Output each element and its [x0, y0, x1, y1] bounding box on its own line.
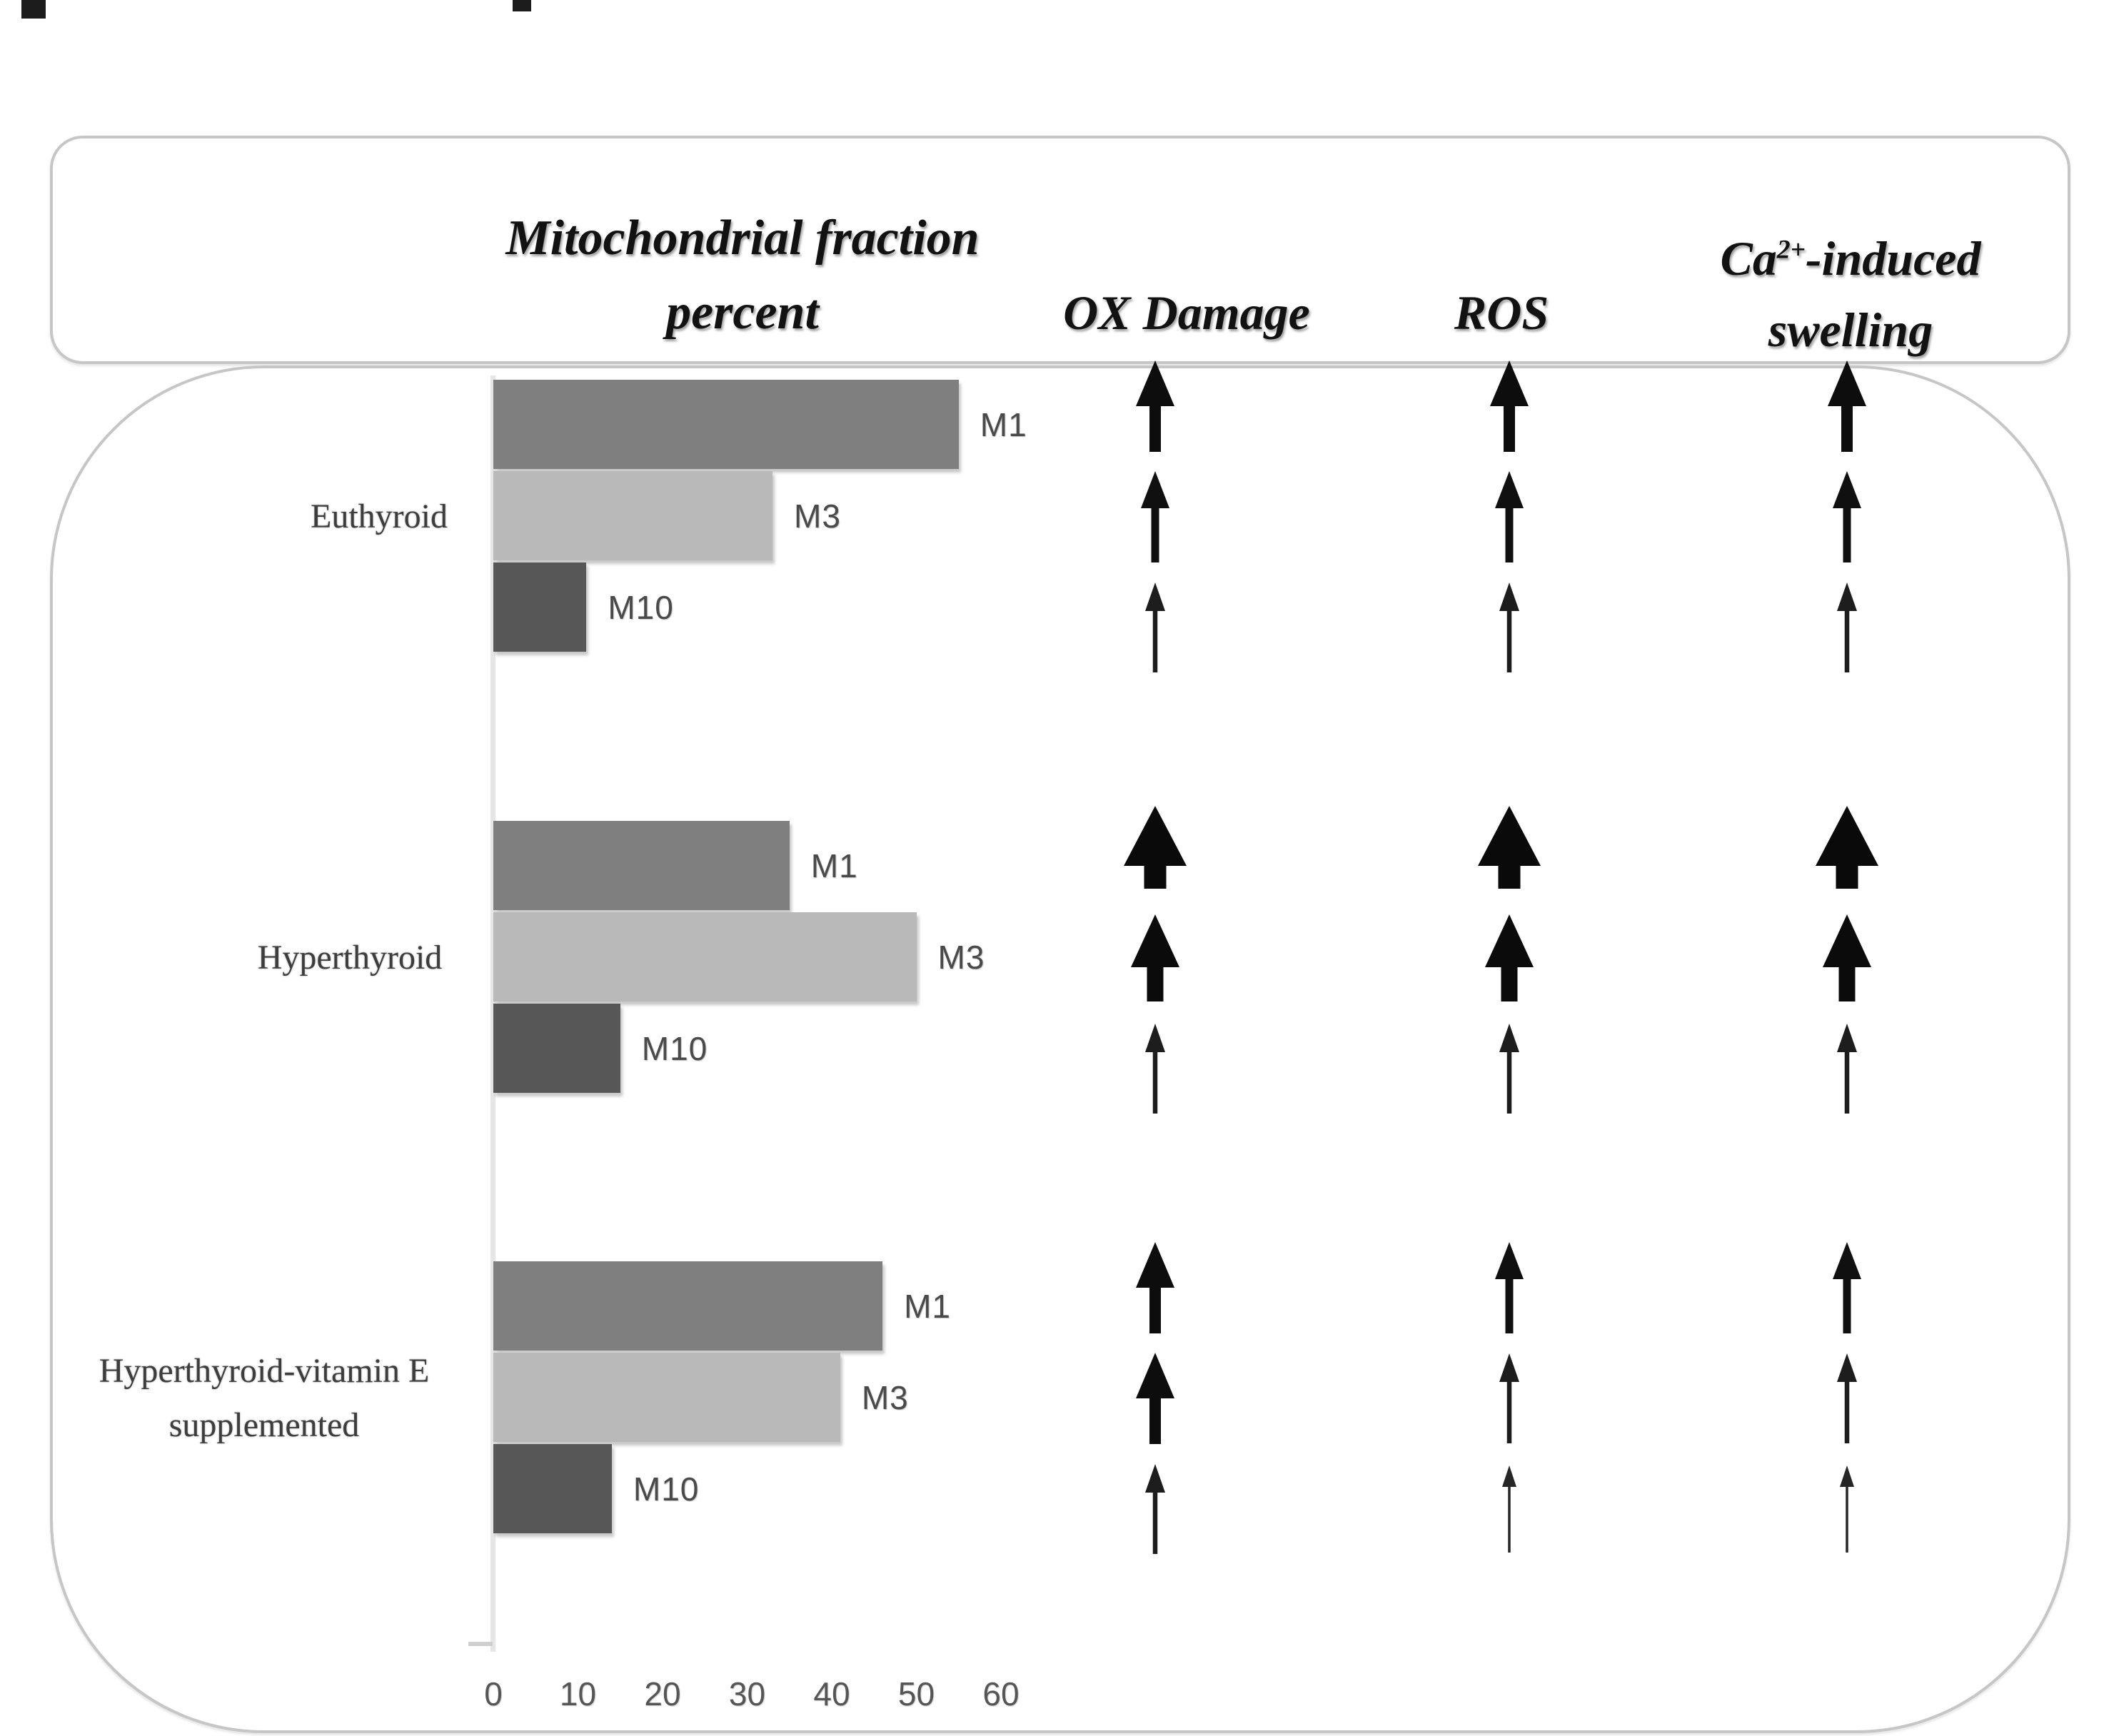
- up-arrow-icon: [1831, 1242, 1863, 1337]
- header-ca-induced-swelling: Ca2+-induced swelling: [1721, 223, 1981, 365]
- header-mito-line1: Mitochondrial fraction: [505, 211, 980, 266]
- header-ca-line1: Ca2+-induced: [1720, 231, 1981, 286]
- x-tick-label: 30: [728, 1675, 766, 1712]
- up-arrow-icon: [1826, 360, 1868, 455]
- bar-m1: [493, 1261, 883, 1351]
- group-label-line: Hyperthyroid-vitamin E: [99, 1352, 430, 1390]
- bar-label: M3: [794, 497, 841, 535]
- group-label-line: Euthyroid: [311, 498, 448, 535]
- cropped-text-artifact: [21, 0, 46, 19]
- bar-label: M1: [810, 847, 858, 884]
- bar-label: M10: [608, 588, 674, 626]
- up-arrow-icon: [1836, 1024, 1858, 1117]
- header-ca-line2: swelling: [1768, 303, 1933, 357]
- up-arrow-icon: [1814, 806, 1880, 892]
- up-arrow-icon: [1484, 914, 1535, 1005]
- up-arrow-icon: [1134, 1242, 1176, 1337]
- up-arrow-icon: [1139, 471, 1171, 566]
- header-ox-damage: OX Damage: [1063, 286, 1310, 340]
- x-tick-label: 40: [813, 1675, 850, 1712]
- bar-m10: [493, 1444, 612, 1533]
- up-arrow-icon: [1836, 1353, 1858, 1447]
- bar-label: M1: [904, 1287, 951, 1325]
- group-label-line: Hyperthyroid: [257, 939, 443, 976]
- up-arrow-icon: [1476, 806, 1542, 892]
- x-tick-label: 20: [644, 1675, 681, 1712]
- x-tick-label: 0: [484, 1675, 503, 1712]
- figure-body-box: [50, 365, 2070, 1733]
- up-arrow-icon: [1831, 471, 1863, 566]
- bar-m10: [493, 562, 587, 652]
- up-arrow-icon: [1122, 806, 1188, 892]
- bar-m3: [493, 912, 917, 1001]
- bar-label: M10: [633, 1470, 700, 1508]
- up-arrow-icon: [1489, 360, 1530, 455]
- bar-m3: [493, 1353, 840, 1442]
- up-arrow-icon: [1494, 471, 1525, 566]
- bar-m1: [493, 821, 790, 910]
- bar-m10: [493, 1004, 620, 1093]
- up-arrow-icon: [1498, 1024, 1521, 1117]
- axis-end-tick: [468, 1642, 493, 1646]
- superscript-2plus: 2+: [1776, 235, 1806, 265]
- group-label: Hyperthyroid: [258, 931, 443, 985]
- x-tick-label: 50: [897, 1675, 935, 1712]
- group-label-line: supplemented: [168, 1406, 360, 1444]
- group-label: Euthyroid: [311, 490, 448, 544]
- up-arrow-icon: [1494, 1242, 1525, 1337]
- bar-m1: [493, 380, 959, 469]
- header-mito-line2: percent: [666, 285, 819, 340]
- x-tick-label: 60: [982, 1675, 1020, 1712]
- bar-label: M1: [980, 405, 1027, 443]
- up-arrow-icon: [1144, 1024, 1167, 1117]
- header-ros: ROS: [1454, 286, 1549, 340]
- up-arrow-icon: [1129, 914, 1181, 1005]
- group-label: Hyperthyroid-vitamin E supplemented: [99, 1344, 430, 1453]
- bar-label: M10: [641, 1029, 708, 1067]
- bar-m3: [493, 471, 773, 560]
- up-arrow-icon: [1498, 582, 1521, 676]
- bar-label: M3: [861, 1378, 909, 1416]
- up-arrow-icon: [1821, 914, 1873, 1005]
- up-arrow-icon: [1144, 1464, 1167, 1558]
- column-header-box: [50, 136, 2070, 364]
- up-arrow-icon: [1836, 582, 1858, 676]
- up-arrow-icon: [1134, 360, 1176, 455]
- up-arrow-icon: [1501, 1465, 1518, 1556]
- up-arrow-icon: [1498, 1353, 1521, 1447]
- header-mitochondrial-fraction: Mitochondrial fraction percent: [505, 201, 979, 350]
- up-arrow-icon: [1838, 1465, 1856, 1556]
- up-arrow-icon: [1134, 1353, 1176, 1448]
- cropped-text-artifact: [513, 0, 531, 11]
- up-arrow-icon: [1144, 582, 1167, 676]
- x-tick-label: 10: [559, 1675, 597, 1712]
- bar-label: M3: [937, 938, 985, 976]
- y-axis-line: [490, 375, 495, 1652]
